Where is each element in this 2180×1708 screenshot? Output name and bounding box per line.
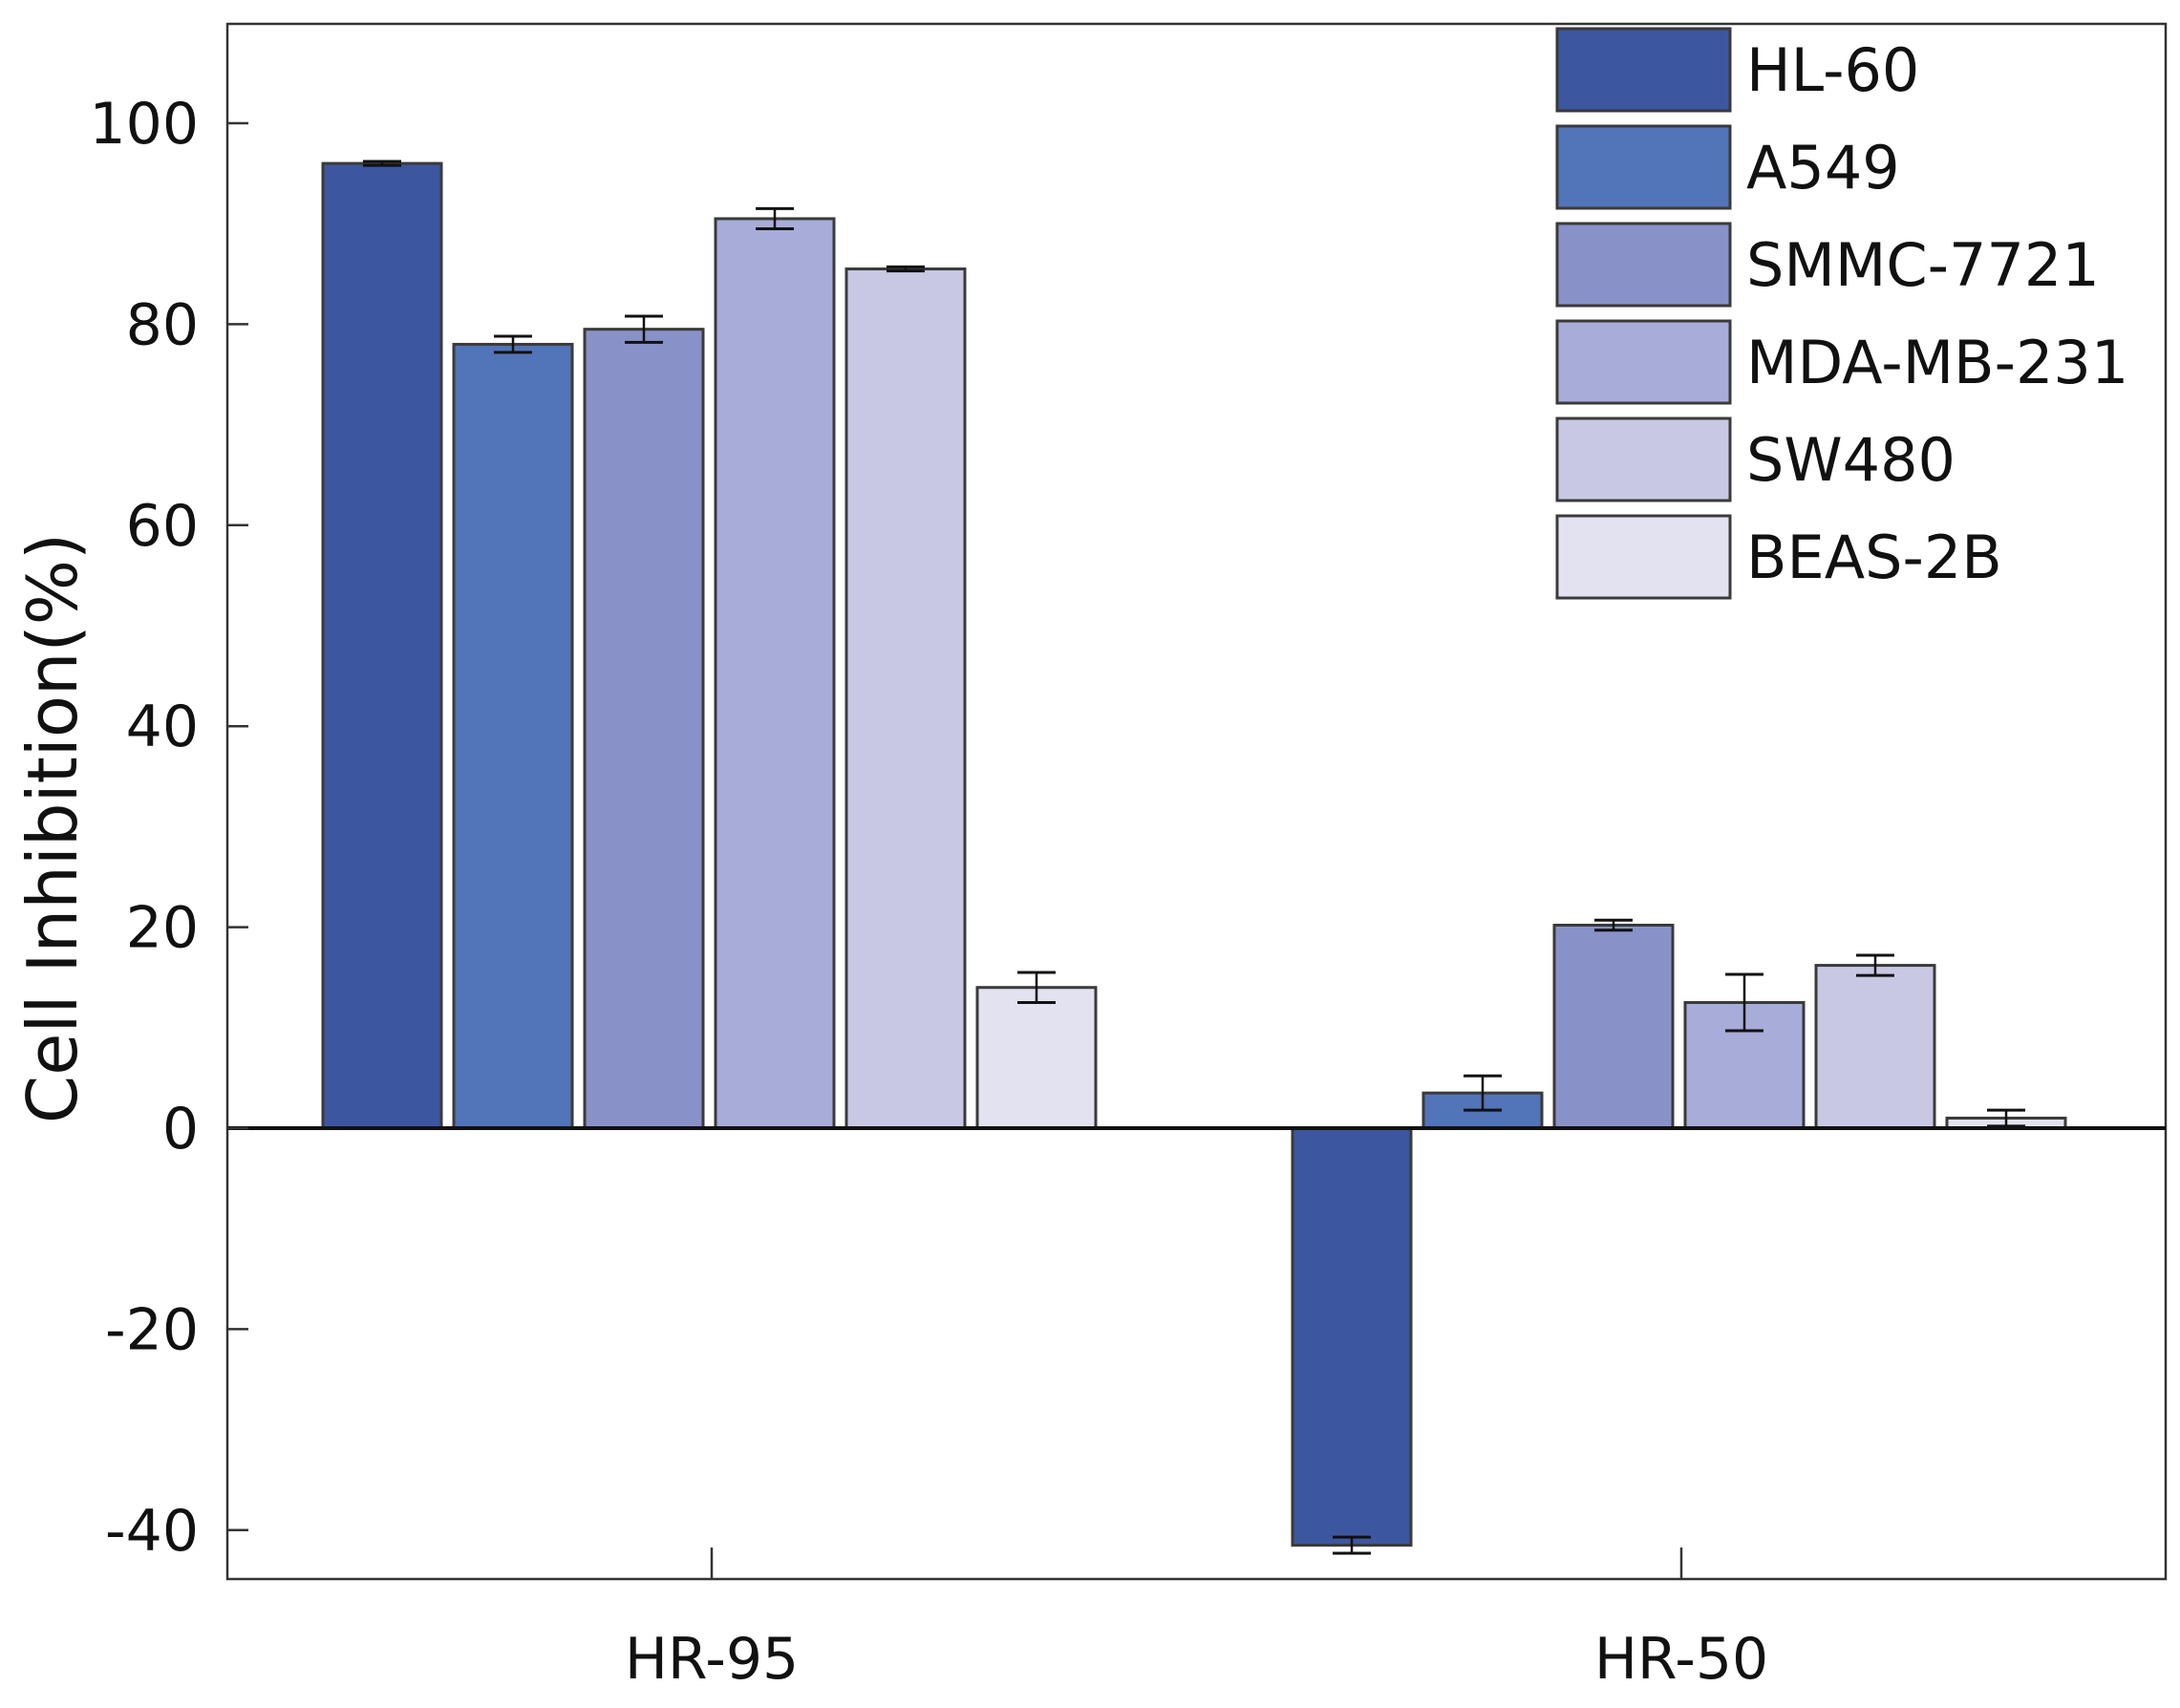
legend-item-beas-2b: BEAS-2B <box>1555 514 2002 600</box>
legend-swatch <box>1555 319 1732 405</box>
x-axis: HR-95 HR-50 <box>625 1548 1768 1693</box>
x-tick-label-hr-50: HR-50 <box>1594 1626 1768 1693</box>
error-bar-sw480-hr-95 <box>887 265 925 273</box>
bar-sw480-hr-95 <box>844 267 967 1130</box>
error-bar-beas-2b-hr-95 <box>1017 971 1056 1004</box>
bar-beas-2b-hr-95 <box>975 986 1098 1130</box>
y-tick-label: 60 <box>126 493 199 560</box>
y-tick-label: 40 <box>126 694 199 760</box>
legend-label: MDA-MB-231 <box>1746 328 2128 397</box>
y-axis: 100 80 60 40 20 0 -20 -40 <box>89 91 248 1565</box>
bar-a549-hr-95 <box>452 342 574 1130</box>
legend-label: HL-60 <box>1746 35 1919 105</box>
x-tick-label-hr-95: HR-95 <box>625 1626 799 1693</box>
error-bar-hl-60-hr-50 <box>1333 1535 1371 1555</box>
y-axis-title: Cell Inhibition(%) <box>12 533 93 1123</box>
bar-hl-60-hr-50 <box>1291 1126 1413 1548</box>
legend-swatch <box>1555 27 1732 113</box>
legend-item-sw480: SW480 <box>1555 416 1956 502</box>
y-tick-label: 20 <box>126 895 199 962</box>
plot-frame <box>225 22 2168 1581</box>
legend-label: SW480 <box>1746 425 1956 495</box>
legend-swatch <box>1555 222 1732 308</box>
bar-mda-mb-231-hr-95 <box>714 217 836 1130</box>
legend-swatch <box>1555 514 1732 600</box>
bar-smmc-7721-hr-50 <box>1552 923 1675 1130</box>
bar-smmc-7721-hr-95 <box>583 328 705 1130</box>
legend-label: BEAS-2B <box>1746 523 2002 592</box>
error-bar-a549-hr-50 <box>1464 1074 1502 1112</box>
legend-item-a549: A549 <box>1555 124 1900 210</box>
y-tick-label: 100 <box>89 91 199 158</box>
legend-swatch <box>1555 416 1732 502</box>
error-bar-beas-2b-hr-50 <box>1987 1108 2025 1128</box>
bar-sw480-hr-50 <box>1814 964 1936 1130</box>
error-bar-sw480-hr-50 <box>1856 953 1894 977</box>
bar-hl-60-hr-95 <box>321 161 443 1130</box>
y-tick-label: -20 <box>105 1296 199 1363</box>
legend-item-mda-mb-231: MDA-MB-231 <box>1555 319 2128 405</box>
legend-item-smmc-7721: SMMC-7721 <box>1555 222 2100 308</box>
y-tick-label: -40 <box>105 1498 199 1565</box>
legend-swatch <box>1555 124 1732 210</box>
error-bar-hl-60-hr-95 <box>363 160 401 167</box>
legend: HL-60 A549 SMMC-7721 MDA-MB-231 SW480 BEAS-2B <box>1555 27 2128 600</box>
error-bar-smmc-7721-hr-50 <box>1594 918 1633 932</box>
error-bar-mda-mb-231-hr-50 <box>1725 972 1763 1033</box>
error-bar-smmc-7721-hr-95 <box>625 314 663 344</box>
error-bar-a549-hr-95 <box>494 334 532 354</box>
legend-label: SMMC-7721 <box>1746 230 2100 300</box>
legend-label: A549 <box>1746 133 1900 203</box>
y-tick-label: 80 <box>126 291 199 358</box>
y-tick-label: 0 <box>162 1096 199 1163</box>
legend-item-hl-60: HL-60 <box>1555 27 1919 113</box>
error-bar-mda-mb-231-hr-95 <box>756 206 794 230</box>
